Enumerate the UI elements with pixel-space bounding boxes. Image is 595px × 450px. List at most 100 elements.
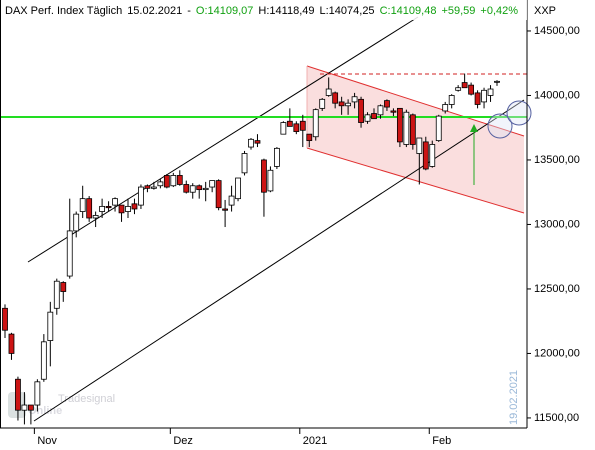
candle-body bbox=[112, 198, 118, 206]
candles bbox=[2, 73, 500, 425]
marker-circle bbox=[487, 113, 513, 139]
candle-body bbox=[222, 208, 229, 211]
candle-body bbox=[422, 141, 429, 170]
x-tick-label: Nov bbox=[37, 435, 57, 447]
x-tick-label: Feb bbox=[432, 435, 451, 447]
side-date: 19.02.2021 bbox=[508, 370, 520, 425]
candle-body bbox=[474, 92, 481, 105]
header-item: H:14118,49 bbox=[258, 5, 314, 17]
candle-body bbox=[170, 175, 177, 187]
header-item: C:14109,48 bbox=[380, 5, 437, 17]
header-item: L:14074,25 bbox=[320, 5, 375, 17]
candle-body bbox=[273, 147, 280, 167]
header-item: +0,42% bbox=[480, 5, 518, 17]
candle-body bbox=[306, 133, 313, 142]
candle-body bbox=[448, 95, 455, 105]
candle-body bbox=[105, 205, 112, 209]
candle-body bbox=[183, 184, 190, 193]
candle-body bbox=[53, 280, 60, 309]
y-tick-label: 13500,00 bbox=[534, 154, 580, 166]
candle-body bbox=[429, 144, 436, 167]
candle-body bbox=[40, 341, 47, 380]
y-tick-label: 11500,00 bbox=[534, 412, 579, 424]
candle-body bbox=[286, 120, 293, 127]
candle-body bbox=[345, 102, 352, 107]
candle-body bbox=[92, 215, 99, 219]
candle-body bbox=[254, 140, 261, 144]
x-tick-label: Dez bbox=[173, 435, 193, 447]
candle-body bbox=[125, 205, 131, 212]
candle-body bbox=[150, 186, 157, 189]
candle-body bbox=[364, 114, 371, 122]
candle-body bbox=[403, 111, 410, 145]
header-bg bbox=[1, 0, 527, 20]
candle-body bbox=[118, 204, 125, 214]
candle-body bbox=[15, 378, 21, 411]
candle-body bbox=[455, 87, 462, 91]
candle-body bbox=[261, 159, 267, 193]
candle-body bbox=[202, 187, 209, 191]
candle-body bbox=[47, 311, 54, 341]
candle-body bbox=[215, 180, 222, 209]
y-tick-label: 12000,00 bbox=[534, 347, 580, 359]
candle-body bbox=[396, 107, 403, 143]
candle-body bbox=[312, 109, 319, 138]
candle-body bbox=[338, 101, 345, 107]
x-tick-label: 2021 bbox=[303, 435, 327, 447]
watermark-small: Tradesignal bbox=[58, 393, 115, 405]
candle-body bbox=[416, 137, 423, 154]
candle-body bbox=[163, 175, 170, 188]
candle-body bbox=[73, 213, 80, 232]
candle-body bbox=[280, 122, 287, 135]
candle-body bbox=[86, 198, 93, 219]
y-tick-label: 13000,00 bbox=[534, 218, 580, 230]
header-item: DAX Perf. Index Täglich bbox=[5, 5, 122, 17]
candle-body bbox=[468, 84, 475, 95]
candle-body bbox=[319, 98, 326, 109]
channel-bottom bbox=[306, 147, 525, 214]
candle-body bbox=[409, 114, 416, 145]
candle-body bbox=[27, 404, 34, 411]
candle-body bbox=[332, 92, 339, 104]
header-item: O:14109,07 bbox=[196, 5, 254, 17]
candle-body bbox=[144, 185, 151, 189]
candle-body bbox=[241, 153, 248, 174]
candle-body bbox=[131, 203, 138, 210]
candle-body bbox=[176, 175, 183, 185]
candle-body bbox=[351, 96, 358, 103]
candle-body bbox=[34, 381, 41, 406]
marker-circle bbox=[506, 100, 532, 126]
candle-body bbox=[196, 185, 203, 191]
candle-body bbox=[228, 195, 235, 206]
header-item: - bbox=[187, 5, 191, 17]
candle-body bbox=[235, 177, 241, 200]
candle-body bbox=[248, 138, 254, 148]
y-tick-label: 12500,00 bbox=[534, 283, 580, 295]
candle-body bbox=[384, 100, 390, 108]
candle-body bbox=[494, 80, 500, 83]
header-item: 15.02.2021 bbox=[127, 5, 182, 17]
candle-body bbox=[157, 181, 164, 187]
candle-body bbox=[189, 185, 196, 193]
candle-body bbox=[481, 89, 487, 103]
y-tick-label: 14500,00 bbox=[534, 25, 580, 37]
candle-body bbox=[209, 180, 216, 188]
candle-body bbox=[358, 98, 364, 123]
candle-body bbox=[138, 186, 144, 206]
candle-body bbox=[325, 88, 332, 96]
y-tick-label: 14000,00 bbox=[534, 89, 580, 101]
header-item: +59,59 bbox=[441, 5, 475, 17]
trendline-upper bbox=[27, 16, 419, 263]
candle-body bbox=[60, 282, 67, 292]
arrow-head bbox=[470, 124, 478, 132]
candle-body bbox=[66, 230, 73, 277]
candle-body bbox=[299, 120, 306, 131]
y-axis-label: XXP bbox=[534, 5, 556, 17]
candle-body bbox=[79, 198, 86, 212]
candle-body bbox=[2, 307, 8, 331]
candle-body bbox=[371, 113, 377, 120]
candle-body bbox=[21, 404, 28, 411]
candle-body bbox=[435, 115, 442, 142]
